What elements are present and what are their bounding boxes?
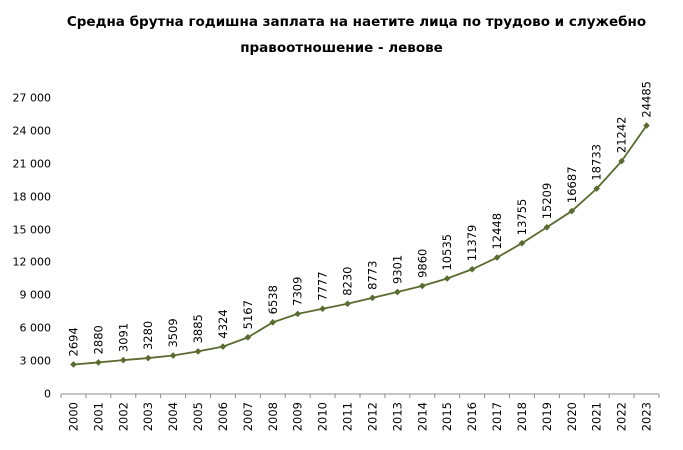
- x-tick-label: 2006: [216, 402, 230, 431]
- x-tick-label: 2014: [415, 402, 429, 431]
- x-tick-label: 2011: [341, 402, 355, 431]
- x-tick-label: 2005: [191, 402, 205, 431]
- data-label: 2694: [66, 327, 80, 356]
- axes: [60, 393, 660, 398]
- data-label: 4324: [216, 309, 230, 338]
- x-tick-label: 2008: [266, 402, 280, 431]
- diamond-marker-icon: [394, 288, 401, 296]
- data-label: 9860: [415, 249, 429, 278]
- diamond-marker-icon: [244, 334, 252, 341]
- data-label: 3091: [116, 323, 130, 352]
- x-tick-label: 2000: [66, 402, 80, 431]
- diamond-marker-icon: [144, 354, 152, 362]
- y-tick-label: 15 000: [12, 223, 52, 237]
- x-tick-label: 2002: [116, 402, 130, 431]
- x-tick-label: 2015: [440, 402, 454, 431]
- x-tick-label: 2016: [465, 402, 479, 431]
- x-tick-label: 2019: [540, 402, 554, 431]
- diamond-marker-icon: [369, 294, 376, 302]
- y-tick-label: 0: [44, 387, 51, 401]
- series-polyline: [73, 125, 648, 366]
- data-label: 10535: [440, 234, 454, 271]
- data-label: 8773: [365, 261, 379, 290]
- x-axis-tick-labels: 2000 2001 2002 2003 2004 2005 2006 2007 2008 2009…: [66, 402, 653, 431]
- x-tick-label: 2022: [615, 402, 629, 431]
- chart-title-line-2: правоотношение - левове: [240, 40, 443, 56]
- diamond-marker-icon: [493, 254, 501, 261]
- y-tick-label: 12 000: [12, 255, 52, 269]
- data-label: 13755: [515, 199, 529, 236]
- data-label: 16687: [565, 166, 579, 203]
- x-tick-label: 2017: [490, 402, 504, 431]
- x-tick-label: 2007: [241, 402, 255, 431]
- data-label: 7777: [316, 271, 330, 300]
- y-tick-label: 24 000: [12, 124, 52, 138]
- diamond-marker-icon: [344, 300, 351, 308]
- y-tick-label: 3 000: [19, 354, 52, 368]
- series-line: [70, 122, 650, 368]
- data-label: 11379: [465, 225, 479, 262]
- diamond-marker-icon: [518, 239, 526, 247]
- diamond-marker-icon: [294, 310, 302, 318]
- y-tick-label: 18 000: [12, 190, 52, 204]
- diamond-marker-icon: [169, 352, 177, 359]
- diamond-marker-icon: [443, 275, 451, 282]
- x-tick-label: 2018: [515, 402, 529, 431]
- data-label: 8230: [341, 266, 355, 295]
- x-tick-label: 2012: [365, 402, 379, 431]
- diamond-marker-icon: [319, 305, 326, 313]
- diamond-marker-icon: [70, 361, 77, 368]
- data-label: 12448: [490, 213, 504, 250]
- diamond-marker-icon: [194, 348, 202, 355]
- data-label: 24485: [640, 81, 654, 118]
- data-label: 3280: [141, 321, 155, 350]
- data-labels: 2694 2880 3091 3280 3509 3885 4324 5167 6538 7309…: [66, 81, 653, 356]
- data-label: 3509: [166, 318, 180, 347]
- y-tick-label: 9 000: [19, 288, 52, 302]
- y-tick-label: 27 000: [12, 91, 52, 105]
- diamond-marker-icon: [269, 319, 277, 326]
- x-tick-label: 2013: [390, 402, 404, 431]
- diamond-marker-icon: [219, 343, 227, 350]
- data-label: 18733: [590, 144, 604, 181]
- x-tick-label: 2004: [166, 402, 180, 431]
- data-label: 5167: [241, 300, 255, 329]
- data-label: 15209: [540, 183, 554, 220]
- diamond-marker-icon: [618, 157, 625, 165]
- x-tick-label: 2003: [141, 402, 155, 431]
- data-label: 2880: [91, 325, 105, 354]
- diamond-marker-icon: [568, 207, 576, 215]
- data-label: 21242: [615, 117, 629, 154]
- x-tick-label: 2009: [291, 402, 305, 431]
- y-tick-label: 21 000: [12, 157, 52, 171]
- diamond-marker-icon: [643, 122, 650, 129]
- data-label: 7309: [291, 277, 305, 306]
- data-label: 6538: [266, 285, 280, 314]
- diamond-marker-icon: [418, 282, 426, 290]
- diamond-marker-icon: [543, 223, 551, 231]
- y-tick-label: 6 000: [19, 321, 52, 335]
- x-tick-label: 2020: [565, 402, 579, 431]
- data-label: 9301: [390, 255, 404, 284]
- x-tick-label: 2010: [316, 402, 330, 431]
- data-label: 3885: [191, 314, 205, 343]
- diamond-marker-icon: [119, 356, 127, 364]
- diamond-marker-icon: [95, 359, 102, 366]
- x-tick-label: 2021: [590, 402, 604, 431]
- chart-title-line-1: Средна брутна годишна заплата на наетите…: [66, 14, 647, 30]
- diamond-marker-icon: [468, 265, 476, 273]
- x-tick-label: 2001: [91, 402, 105, 431]
- diamond-marker-icon: [593, 185, 601, 192]
- x-tick-label: 2023: [640, 402, 654, 431]
